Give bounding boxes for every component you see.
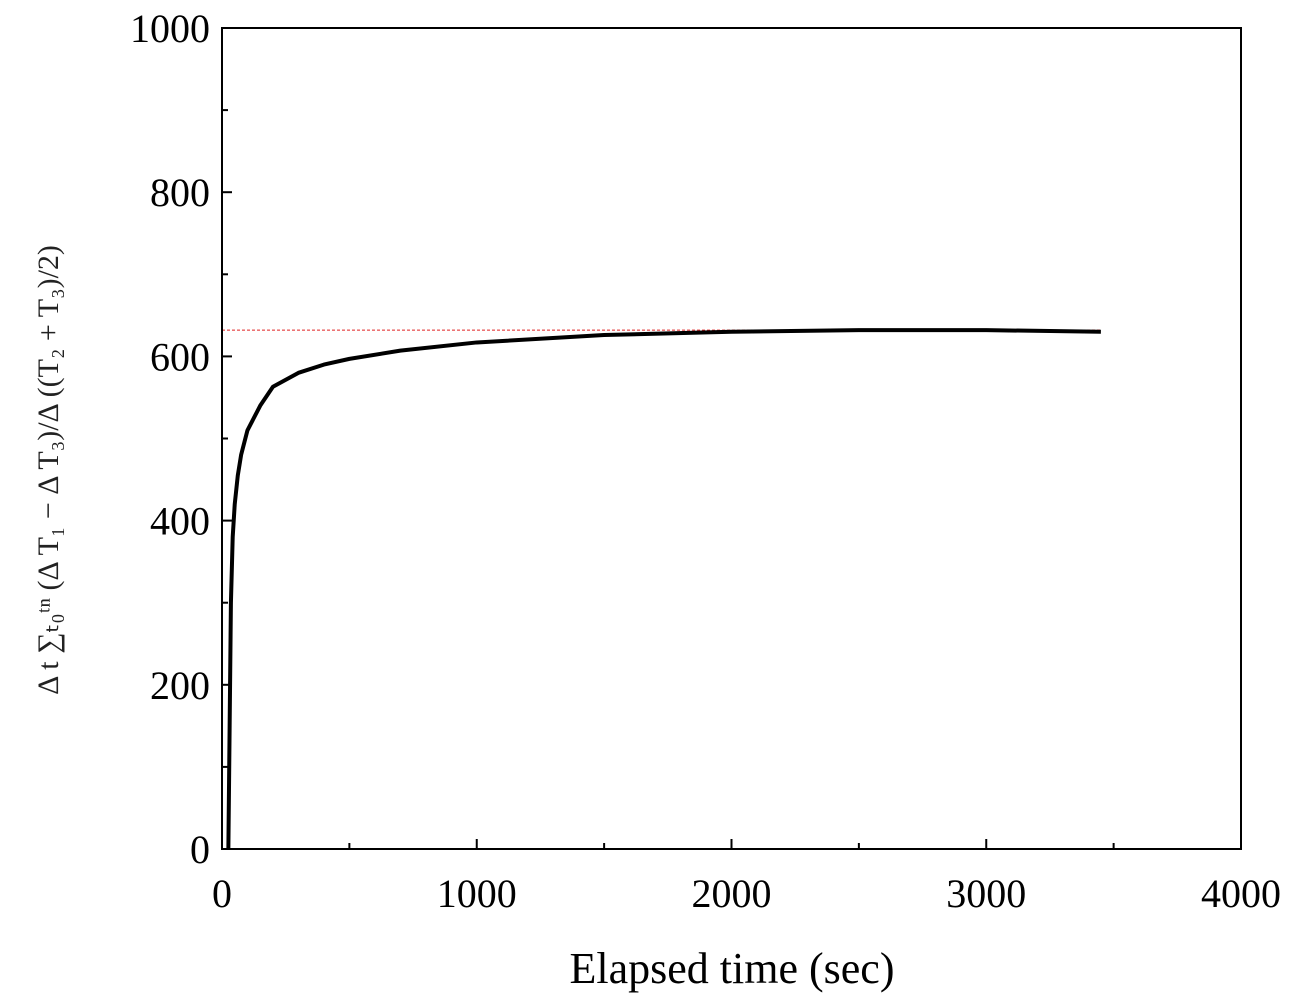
plot-frame	[221, 27, 1242, 850]
x-axis-title: Elapsed time (sec)	[570, 944, 895, 993]
y-axis-title: Δ t ∑ₜ₀ᵗⁿ (Δ T₁ − Δ T₃)/Δ ((T₂ + T₃)/2)	[32, 245, 65, 695]
x-tick-label: 2000	[692, 871, 772, 916]
x-tick-label: 4000	[1201, 871, 1281, 916]
y-tick-label: 800	[150, 170, 210, 215]
y-tick-label: 0	[190, 827, 210, 872]
x-tick-label: 3000	[946, 871, 1026, 916]
x-tick-label: 0	[212, 871, 232, 916]
y-tick-label: 1000	[130, 6, 210, 51]
x-tick-label: 1000	[437, 871, 517, 916]
y-tick-label: 200	[150, 663, 210, 708]
y-tick-label: 600	[150, 334, 210, 379]
y-tick-label: 400	[150, 499, 210, 544]
data-line	[226, 328, 1101, 850]
